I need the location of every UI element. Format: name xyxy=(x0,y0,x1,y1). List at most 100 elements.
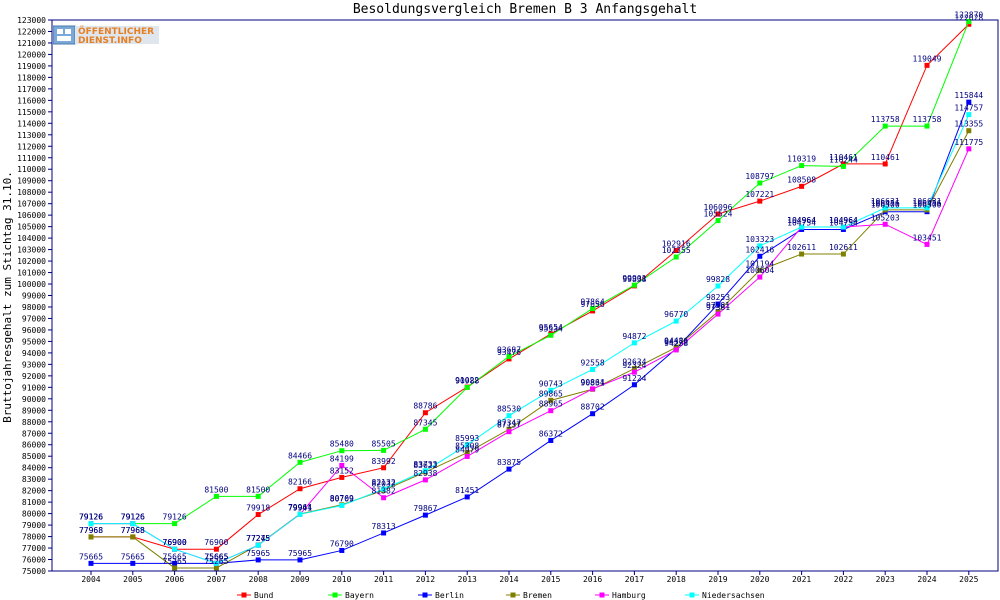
legend-label: Bund xyxy=(254,591,273,600)
data-label: 82132 xyxy=(372,478,396,487)
x-tick-label: 2016 xyxy=(583,575,602,584)
data-point xyxy=(799,251,805,257)
data-label: 85993 xyxy=(455,434,479,443)
x-tick-label: 2015 xyxy=(541,575,560,584)
data-point xyxy=(590,411,596,417)
data-label: 91224 xyxy=(622,374,646,383)
data-label: 85308 xyxy=(455,442,479,451)
data-label: 81451 xyxy=(455,486,479,495)
data-label: 90988 xyxy=(455,376,479,385)
data-label: 82032 xyxy=(372,479,396,488)
chart-title: Besoldungsvergleich Bremen B 3 Anfangsge… xyxy=(353,2,697,17)
legend-swatch-marker xyxy=(422,592,428,598)
data-point xyxy=(422,426,428,432)
data-point xyxy=(590,366,596,372)
data-label: 108797 xyxy=(745,172,774,181)
data-point xyxy=(966,146,972,152)
y-tick-label: 119000 xyxy=(17,62,46,71)
data-label: 106631 xyxy=(871,197,900,206)
data-label: 88965 xyxy=(539,400,563,409)
y-tick-label: 114000 xyxy=(17,119,46,128)
data-label: 75665 xyxy=(79,552,103,561)
data-label: 104964 xyxy=(829,216,858,225)
data-point xyxy=(548,332,554,338)
y-tick-label: 116000 xyxy=(17,96,46,105)
data-label: 102916 xyxy=(662,240,691,249)
legend: Bund Bayern Berlin Bremen Hamburg Niedersachs… xyxy=(237,591,765,600)
data-label: 106631 xyxy=(913,197,942,206)
data-label: 105524 xyxy=(704,210,733,219)
legend-swatch-marker xyxy=(599,592,605,598)
data-label: 77968 xyxy=(79,526,103,535)
y-tick-label: 87000 xyxy=(22,429,46,438)
data-label: 75665 xyxy=(204,552,228,561)
x-tick-label: 2024 xyxy=(917,575,936,584)
data-label: 79918 xyxy=(246,504,270,513)
data-point xyxy=(213,493,219,499)
data-label: 79126 xyxy=(79,513,103,522)
series-line-bayern xyxy=(91,21,970,525)
data-label: 97581 xyxy=(706,301,730,310)
x-axis-ticks: 2004 2005 2006 2007 2008 2009 2010 2011 2012 2013… xyxy=(81,571,979,584)
data-point xyxy=(255,542,261,548)
y-tick-label: 120000 xyxy=(17,50,46,59)
y-tick-label: 88000 xyxy=(22,418,46,427)
y-tick-label: 75000 xyxy=(22,567,46,576)
data-point xyxy=(548,408,554,414)
x-tick-label: 2008 xyxy=(249,575,268,584)
x-tick-label: 2018 xyxy=(667,575,686,584)
data-point xyxy=(255,493,261,499)
data-label: 103323 xyxy=(745,235,774,244)
data-label: 101194 xyxy=(745,259,774,268)
data-point xyxy=(757,253,763,259)
data-point xyxy=(631,366,637,372)
data-point xyxy=(381,495,387,501)
data-point xyxy=(464,442,470,448)
data-label: 75965 xyxy=(246,549,270,558)
y-tick-label: 105000 xyxy=(17,223,46,232)
data-label: 110461 xyxy=(871,153,900,162)
data-point xyxy=(715,218,721,224)
data-label: 81382 xyxy=(372,487,396,496)
data-label: 99828 xyxy=(706,275,730,284)
data-point xyxy=(631,340,637,346)
y-tick-label: 80000 xyxy=(22,510,46,519)
data-point xyxy=(882,123,888,129)
data-label: 79126 xyxy=(121,513,145,522)
y-tick-label: 90000 xyxy=(22,395,46,404)
data-label: 76900 xyxy=(204,538,228,547)
data-label: 83875 xyxy=(497,458,521,467)
data-label: 104754 xyxy=(787,218,816,227)
data-label: 75265 xyxy=(204,557,228,566)
data-point xyxy=(966,112,972,118)
data-label: 77275 xyxy=(246,534,270,543)
y-tick-label: 98000 xyxy=(22,303,46,312)
data-point xyxy=(673,344,679,350)
x-tick-label: 2020 xyxy=(750,575,769,584)
data-label: 97656 xyxy=(581,300,605,309)
data-point xyxy=(255,512,261,518)
data-point xyxy=(297,459,303,465)
data-label: 75265 xyxy=(163,557,187,566)
y-tick-label: 103000 xyxy=(17,246,46,255)
data-label: 84466 xyxy=(288,451,312,460)
data-point xyxy=(715,211,721,217)
y-tick-label: 93000 xyxy=(22,360,46,369)
y-tick-label: 97000 xyxy=(22,314,46,323)
data-point xyxy=(130,560,136,566)
data-point xyxy=(255,557,261,563)
y-tick-label: 79000 xyxy=(22,521,46,530)
data-point xyxy=(882,221,888,227)
y-tick-label: 113000 xyxy=(17,131,46,140)
x-tick-label: 2005 xyxy=(123,575,142,584)
logo-line-1: ÖFFENTLICHER xyxy=(78,26,154,37)
legend-swatch-marker xyxy=(241,592,247,598)
data-point xyxy=(506,429,512,435)
x-tick-label: 2006 xyxy=(165,575,184,584)
data-label: 104754 xyxy=(829,218,858,227)
data-label: 88530 xyxy=(497,405,521,414)
y-tick-label: 109000 xyxy=(17,177,46,186)
data-label: 110461 xyxy=(829,153,858,162)
data-label: 79126 xyxy=(79,513,103,522)
